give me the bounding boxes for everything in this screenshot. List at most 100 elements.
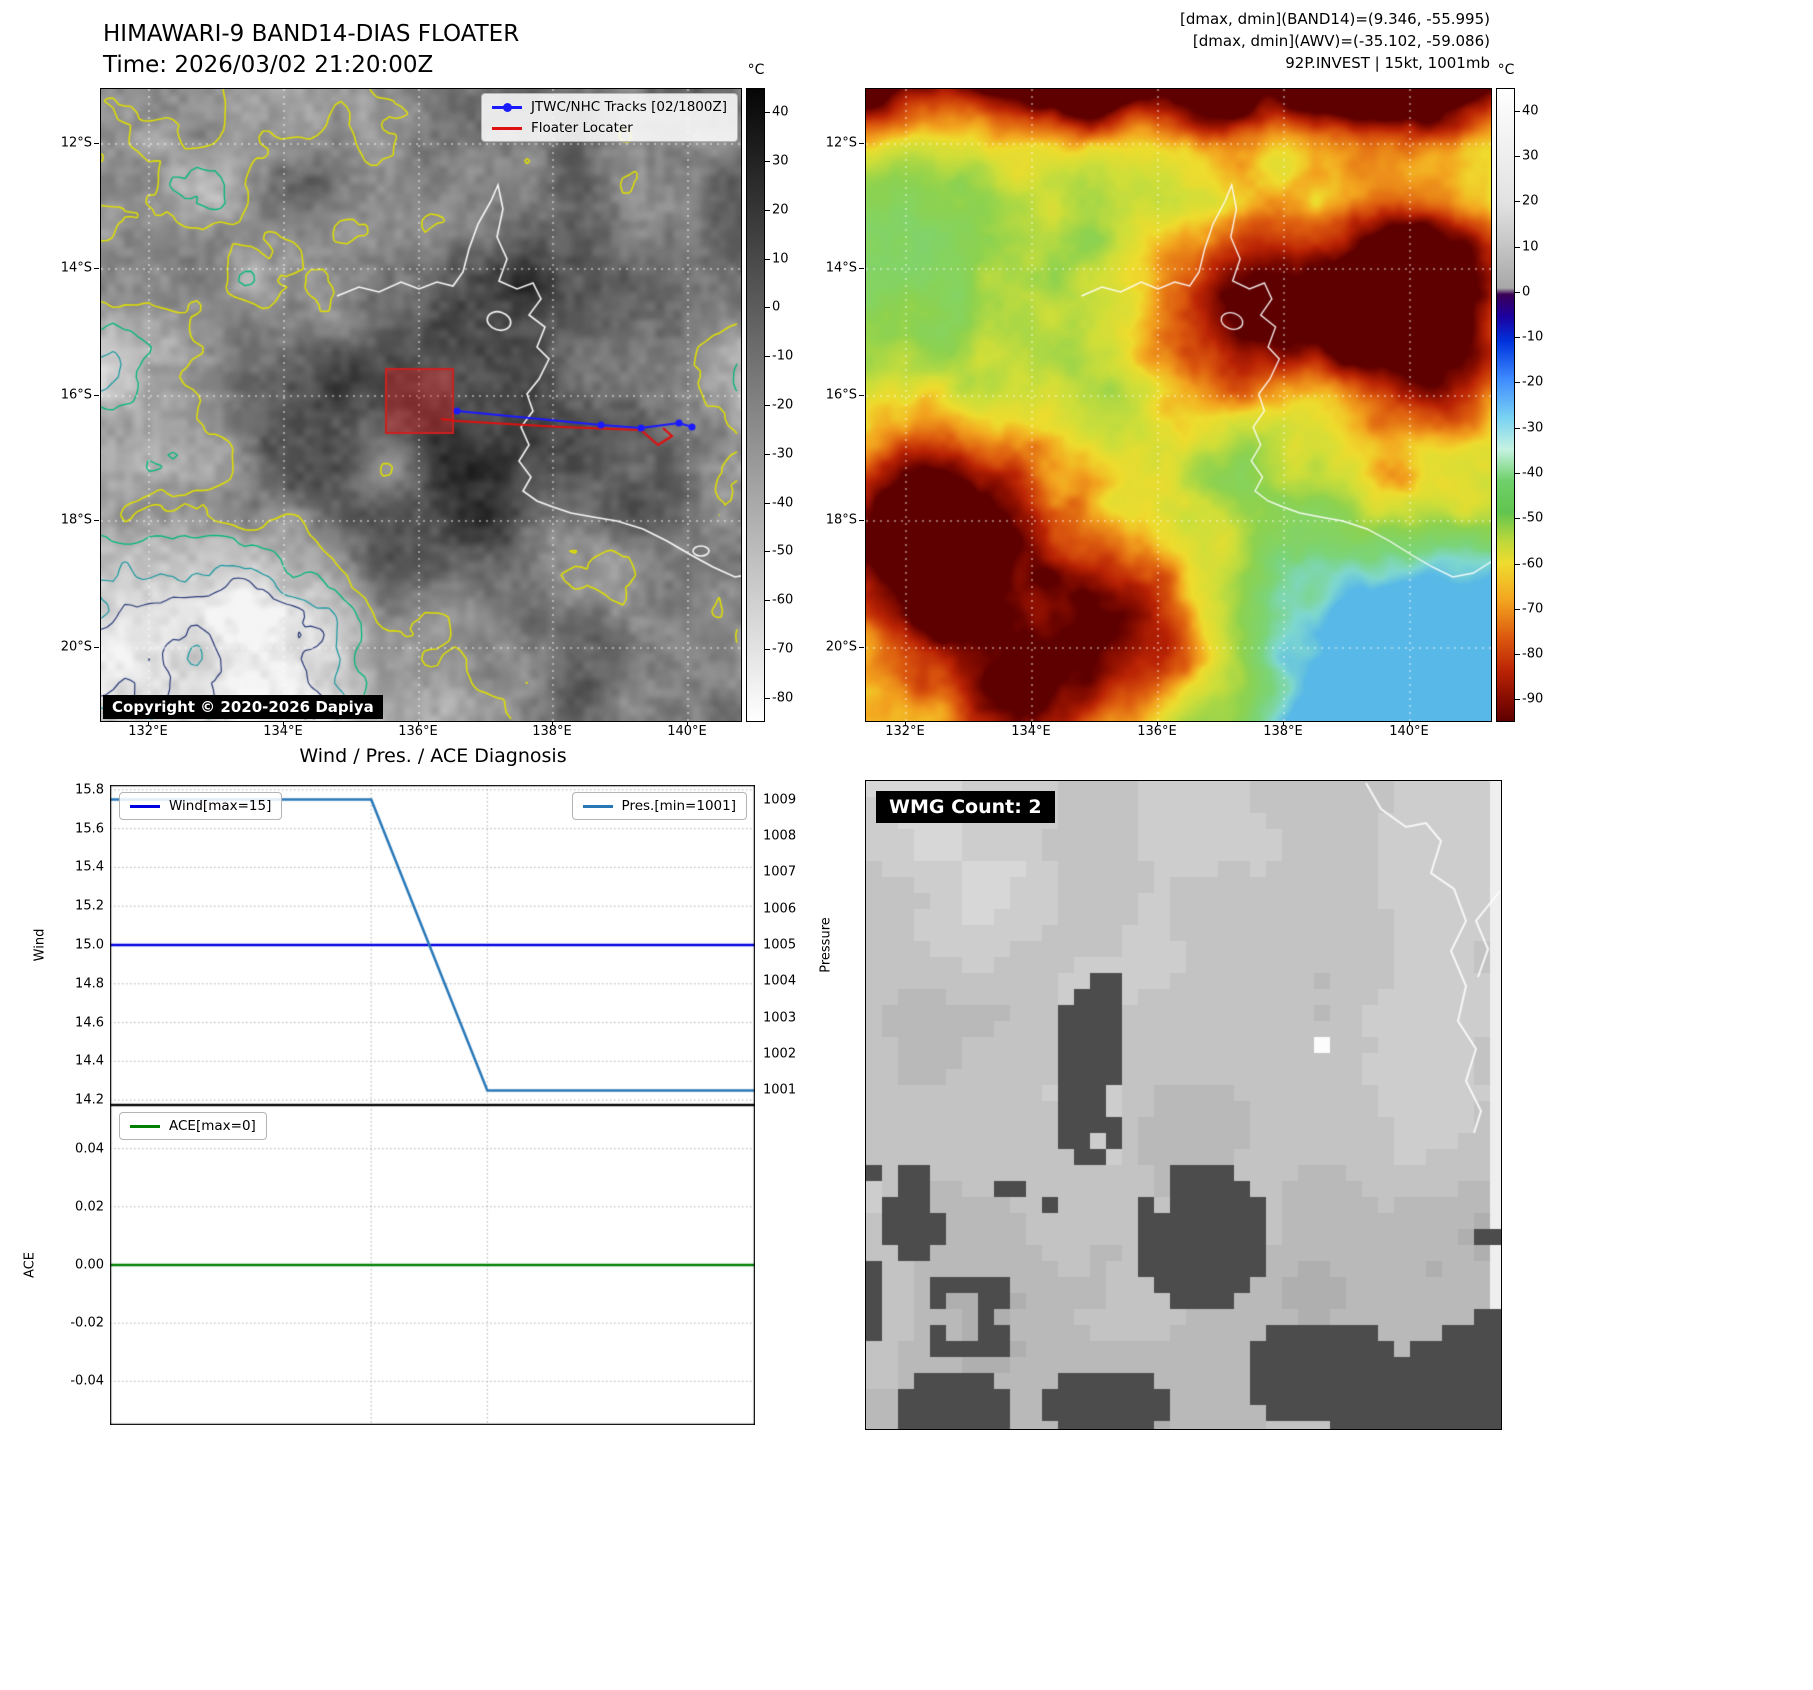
awv-lat-tickmark	[859, 647, 864, 648]
band14-lon-tickmark	[283, 721, 284, 726]
track-legend-label: JTWC/NHC Tracks [02/1800Z]	[530, 99, 727, 115]
awv-lon-tick: 140°E	[1389, 724, 1429, 739]
awv-colorbar-tick: -30	[1522, 420, 1544, 436]
band14-colorbar-tickmark	[765, 648, 770, 650]
band14-colorbar	[746, 88, 765, 722]
awv-info-line3: 92P.INVEST | 15kt, 1001mb	[1285, 54, 1490, 72]
floater-line-sample	[491, 126, 522, 130]
wind-y-tick: 14.6	[75, 1015, 104, 1031]
legend-row-ace: ACE[max=0]	[130, 1118, 256, 1134]
band14-colorbar-tick: -30	[772, 446, 794, 462]
ace-y-tick: 0.00	[75, 1257, 104, 1273]
wind-y-tick: 14.8	[75, 976, 104, 992]
awv-colorbar-tick: -70	[1522, 601, 1544, 617]
band14-map: JTWC/NHC Tracks [02/1800Z] Floater Locat…	[100, 88, 742, 722]
ace-y-tick: -0.04	[70, 1373, 104, 1389]
wind-line-sample	[130, 804, 160, 808]
awv-map	[865, 88, 1492, 722]
wind-y-tick: 15.4	[75, 859, 104, 875]
ace-y-tick: 0.02	[75, 1199, 104, 1215]
ace-axis-label: ACE	[22, 1252, 38, 1278]
band14-colorbar-unit: °C	[747, 62, 765, 78]
awv-colorbar-tickmark	[1515, 246, 1520, 248]
band14-lat-tick: 18°S	[60, 512, 92, 528]
awv-colorbar-tickmark	[1515, 382, 1520, 384]
band14-colorbar-tickmark	[765, 551, 770, 553]
awv-lat-tick: 14°S	[825, 260, 857, 276]
awv-colorbar-tickmark	[1515, 608, 1520, 610]
wind-legend: Wind[max=15]	[119, 792, 283, 820]
band14-lat-tick: 16°S	[60, 387, 92, 403]
band14-lat-tickmark	[94, 520, 99, 521]
legend-row-floater: Floater Locater	[491, 120, 727, 136]
band14-colorbar-tickmark	[765, 209, 770, 211]
awv-colorbar-tickmark	[1515, 563, 1520, 565]
wind-y-tick: 15.2	[75, 898, 104, 914]
awv-colorbar-tickmark	[1515, 337, 1520, 339]
wind-axis-label: Wind	[32, 928, 48, 962]
band14-lon-tick: 132°E	[128, 724, 168, 739]
awv-lat-tickmark	[859, 395, 864, 396]
band14-satellite-image	[101, 89, 741, 721]
band14-lon-tick: 134°E	[263, 724, 303, 739]
band14-lat-tickmark	[94, 268, 99, 269]
band14-colorbar-tickmark	[765, 502, 770, 504]
band14-lon-tick: 140°E	[667, 724, 707, 739]
band14-time: Time: 2026/03/02 21:20:00Z	[103, 52, 434, 78]
band14-lat-tickmark	[94, 395, 99, 396]
band14-lat-tickmark	[94, 647, 99, 648]
track-line-sample	[491, 102, 522, 112]
wind-y-tick: 15.6	[75, 821, 104, 837]
floater-legend-label: Floater Locater	[530, 120, 633, 136]
band14-map-legend: JTWC/NHC Tracks [02/1800Z] Floater Locat…	[480, 93, 738, 142]
awv-lat-tick: 12°S	[825, 135, 857, 151]
awv-colorbar-tickmark	[1515, 472, 1520, 474]
pres-legend: Pres.[min=1001]	[571, 792, 747, 820]
awv-colorbar-tick: -80	[1522, 646, 1544, 662]
awv-lon-tickmark	[1409, 721, 1410, 726]
awv-info-block: [dmax, dmin](BAND14)=(9.346, -55.995) [d…	[1180, 8, 1490, 74]
ace-y-tick: -0.02	[70, 1315, 104, 1331]
band14-colorbar-tick: -20	[772, 397, 794, 413]
band14-colorbar-tick: -60	[772, 592, 794, 608]
band14-lat-tick: 20°S	[60, 639, 92, 655]
band14-lon-tick: 136°E	[398, 724, 438, 739]
awv-info-line2: [dmax, dmin](AWV)=(-35.102, -59.086)	[1192, 32, 1490, 50]
awv-lat-tickmark	[859, 143, 864, 144]
band14-lon-tickmark	[552, 721, 553, 726]
awv-colorbar-tick: 40	[1522, 103, 1539, 119]
legend-row-wind: Wind[max=15]	[130, 798, 271, 814]
awv-colorbar-tickmark	[1515, 110, 1520, 112]
awv-colorbar-tickmark	[1515, 201, 1520, 203]
wind-y-tick: 14.4	[75, 1053, 104, 1069]
awv-lon-tick: 134°E	[1011, 724, 1051, 739]
wmg-count-label: WMG Count: 2	[876, 791, 1055, 823]
awv-lat-tickmark	[859, 268, 864, 269]
awv-lat-tick: 16°S	[825, 387, 857, 403]
awv-colorbar-tick: -50	[1522, 510, 1544, 526]
awv-colorbar-tickmark	[1515, 155, 1520, 157]
band14-colorbar-tickmark	[765, 356, 770, 358]
pressure-y-tick: 1007	[763, 864, 797, 880]
band14-colorbar-tick: 10	[772, 251, 789, 267]
awv-lon-tick: 132°E	[885, 724, 925, 739]
ace-legend-label: ACE[max=0]	[169, 1118, 256, 1134]
band14-lon-tickmark	[148, 721, 149, 726]
wind-y-tick: 15.8	[75, 782, 104, 798]
band14-colorbar-tick: 20	[772, 202, 789, 218]
pressure-y-tick: 1009	[763, 792, 797, 808]
awv-colorbar-tickmark	[1515, 699, 1520, 701]
pressure-y-tick: 1001	[763, 1082, 797, 1098]
band14-colorbar-tickmark	[765, 405, 770, 406]
band14-lat-tick: 12°S	[60, 135, 92, 151]
awv-colorbar-tick: 30	[1522, 148, 1539, 164]
band14-colorbar-tickmark	[765, 600, 770, 602]
awv-colorbar-tickmark	[1515, 518, 1520, 520]
band14-lat-tickmark	[94, 143, 99, 144]
pressure-y-tick: 1006	[763, 901, 797, 917]
band14-colorbar-tickmark	[765, 258, 770, 260]
pressure-y-tick: 1003	[763, 1010, 797, 1026]
awv-lon-tick: 138°E	[1263, 724, 1303, 739]
band14-colorbar-tickmark	[765, 112, 770, 114]
awv-colorbar-tickmark	[1515, 654, 1520, 656]
